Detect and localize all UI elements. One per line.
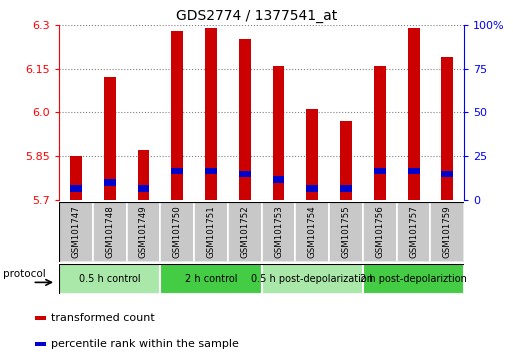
Bar (430, 202, 464, 262)
Bar (329, 202, 363, 262)
Bar (397, 202, 430, 262)
Text: GSM101751: GSM101751 (206, 205, 215, 258)
Text: GSM101749: GSM101749 (139, 206, 148, 258)
Bar (408, 28, 420, 200)
Bar (160, 264, 262, 294)
Bar (340, 121, 352, 200)
Text: 0.5 h post-depolarization: 0.5 h post-depolarization (251, 274, 373, 284)
Bar (442, 171, 453, 177)
Text: GSM101759: GSM101759 (443, 206, 452, 258)
Bar (374, 65, 386, 200)
Bar (59, 202, 93, 262)
Bar (70, 185, 82, 192)
Bar (228, 202, 262, 262)
Text: GSM101752: GSM101752 (240, 205, 249, 258)
Bar (70, 156, 82, 200)
Text: GSM101750: GSM101750 (173, 205, 182, 258)
Text: GSM101753: GSM101753 (274, 205, 283, 258)
Text: 2 h control: 2 h control (185, 274, 237, 284)
Bar (59, 264, 160, 294)
Bar (408, 167, 420, 174)
Text: GSM101754: GSM101754 (308, 205, 317, 258)
Bar (272, 65, 284, 200)
Text: percentile rank within the sample: percentile rank within the sample (51, 339, 239, 349)
Bar (93, 202, 127, 262)
Bar (35, 342, 46, 346)
Bar (205, 28, 217, 200)
Bar (127, 202, 160, 262)
Bar (295, 202, 329, 262)
Bar (374, 167, 386, 174)
Text: transformed count: transformed count (51, 313, 155, 323)
Text: protocol: protocol (3, 269, 46, 279)
Bar (262, 202, 295, 262)
Bar (160, 202, 194, 262)
Bar (171, 30, 183, 200)
Bar (306, 109, 318, 200)
Text: GSM101747: GSM101747 (71, 205, 81, 258)
Bar (340, 185, 352, 192)
Text: GSM101756: GSM101756 (376, 205, 384, 258)
Bar (137, 150, 149, 200)
Bar (35, 316, 46, 320)
Text: 0.5 h control: 0.5 h control (79, 274, 141, 284)
Bar (363, 202, 397, 262)
Bar (171, 167, 183, 174)
Text: GDS2774 / 1377541_at: GDS2774 / 1377541_at (176, 9, 337, 23)
Bar (272, 176, 284, 183)
Bar (239, 39, 251, 200)
Bar (363, 264, 464, 294)
Bar (239, 171, 251, 177)
Bar (442, 57, 453, 200)
Bar (137, 185, 149, 192)
Text: GSM101757: GSM101757 (409, 205, 418, 258)
Bar (194, 202, 228, 262)
Bar (205, 167, 217, 174)
Text: GSM101755: GSM101755 (342, 205, 350, 258)
Bar (306, 185, 318, 192)
Bar (104, 77, 115, 200)
Text: 2 h post-depolariztion: 2 h post-depolariztion (360, 274, 467, 284)
Text: GSM101748: GSM101748 (105, 205, 114, 258)
Bar (262, 264, 363, 294)
Bar (104, 179, 115, 186)
